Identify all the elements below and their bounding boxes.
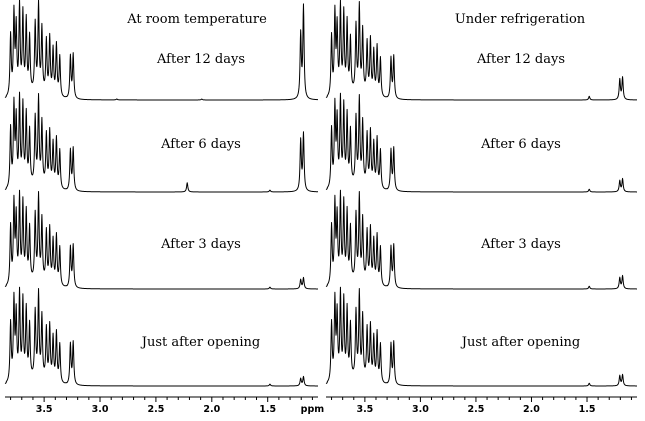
x-axis-label: ppm: [301, 404, 325, 415]
spectrum-trace: [4, 91, 319, 193]
panel-refrigeration: Under refrigeration After 12 days After 6 …: [325, 0, 638, 415]
spectrum-trace: [325, 189, 638, 290]
x-tick-label: 3.5: [36, 404, 53, 415]
x-tick-label: 3.5: [356, 404, 373, 415]
trace-label: After 6 days: [160, 137, 241, 152]
x-tick-label: 2.0: [203, 404, 220, 415]
trace-label: After 12 days: [476, 52, 565, 67]
x-tick-label: 3.0: [92, 404, 109, 415]
trace-label: Just after opening: [460, 335, 581, 350]
panel-title: Under refrigeration: [455, 12, 586, 27]
spectrum-trace: [4, 0, 319, 101]
panel-room-temperature: At room temperature After 12 days After 6 …: [4, 0, 325, 415]
x-tick-label: 1.5: [259, 404, 276, 415]
trace-label: After 3 days: [160, 237, 241, 252]
x-tick-label: 2.5: [468, 404, 485, 415]
x-tick-label: 2.5: [147, 404, 164, 415]
trace-label: After 12 days: [156, 52, 245, 67]
spectrum-trace: [4, 286, 319, 387]
trace-label: After 6 days: [480, 137, 561, 152]
x-tick-label: 3.0: [412, 404, 429, 415]
x-tick-label: 2.0: [523, 404, 540, 415]
trace-label: Just after opening: [140, 335, 261, 350]
x-tick-label: 1.5: [579, 404, 596, 415]
spectrum-trace: [325, 286, 638, 387]
spectrum-trace: [325, 0, 638, 101]
trace-label: After 3 days: [480, 237, 561, 252]
spectrum-trace: [4, 189, 319, 290]
spectrum-trace: [325, 92, 638, 193]
panel-title: At room temperature: [126, 12, 267, 27]
